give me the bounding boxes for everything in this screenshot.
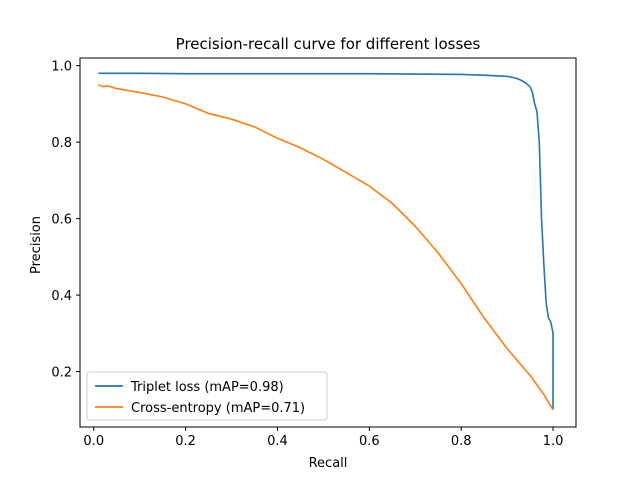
legend-box (86, 371, 328, 421)
series-line-cross-entropy (98, 84, 554, 411)
x-tick-label: 0.0 (83, 434, 104, 449)
legend-entry-label: Triplet loss (mAP=0.98) (130, 380, 284, 395)
legend: Triplet loss (mAP=0.98) Cross-entropy (mA… (86, 371, 328, 421)
x-tick-label: 1.0 (543, 434, 564, 449)
x-axis-label: Recall (309, 456, 348, 471)
y-tick-label: 0.8 (51, 136, 72, 151)
y-tick-label: 0.4 (51, 289, 72, 304)
plot-frame (79, 57, 577, 428)
y-tick-label: 0.2 (51, 366, 72, 381)
x-tick-label: 0.2 (175, 434, 196, 449)
x-tick-label: 0.4 (267, 434, 288, 449)
x-tick-label: 0.6 (359, 434, 380, 449)
y-tick-label: 0.6 (51, 213, 72, 228)
y-tick-label: 1.0 (51, 60, 72, 75)
y-axis-label: Precision (29, 216, 44, 274)
plot-area (98, 72, 554, 411)
x-tick-label: 0.8 (451, 434, 472, 449)
series-line-triplet-loss (98, 72, 554, 410)
chart-title: Precision-recall curve for different los… (176, 35, 481, 53)
legend-entry-label: Cross-entropy (mAP=0.71) (131, 401, 305, 416)
